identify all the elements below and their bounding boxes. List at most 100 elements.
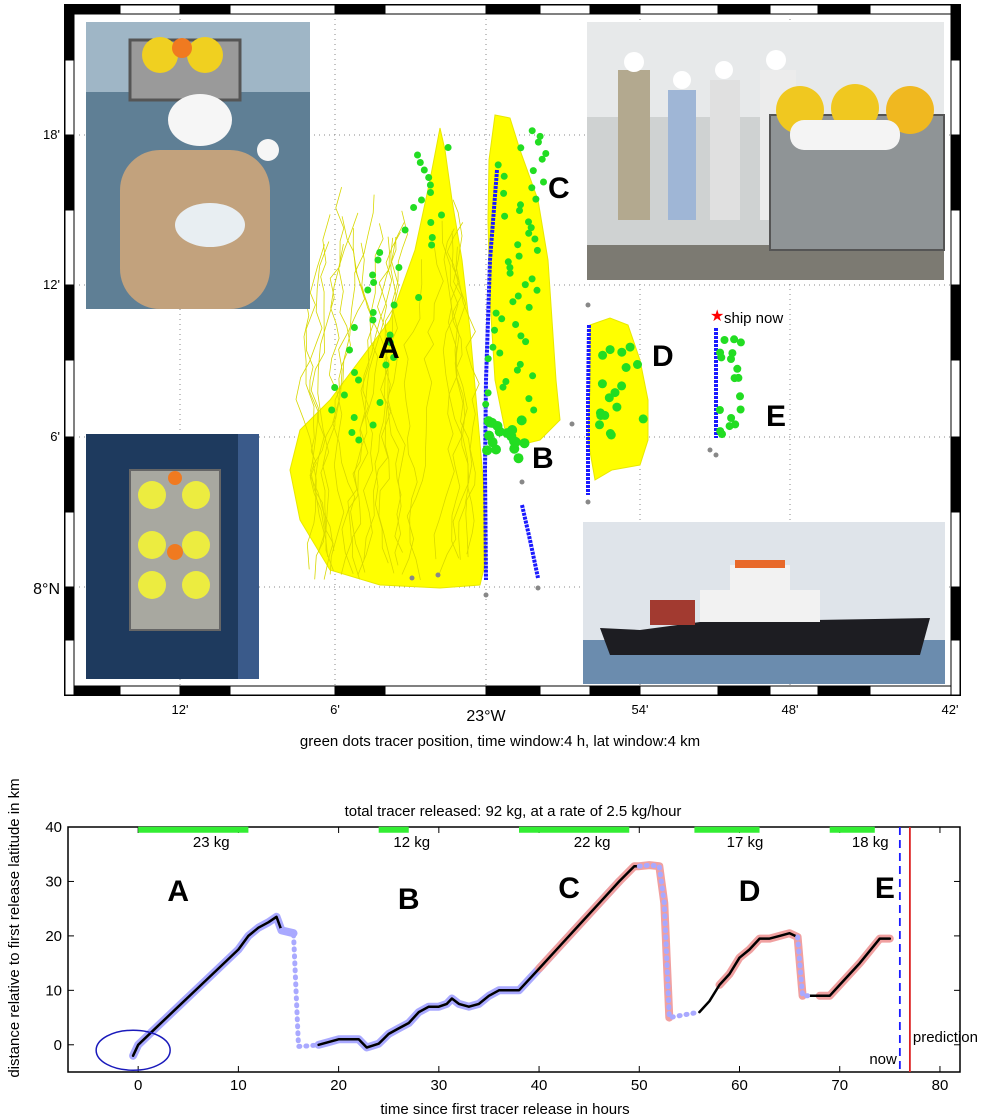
series-segment — [131, 915, 283, 1057]
tracer-dot — [542, 150, 550, 157]
tracer-dot — [376, 399, 384, 406]
tracer-dot — [504, 258, 512, 266]
trajectory-line — [332, 244, 366, 573]
map-border-tick — [119, 4, 181, 15]
map-border-tick — [64, 436, 75, 513]
tracer-dot — [425, 174, 433, 181]
map-border-tick — [539, 4, 591, 15]
tracer-dot — [369, 309, 377, 316]
tracer-dot — [525, 395, 533, 403]
ship-track — [586, 324, 591, 495]
tracer-dot — [492, 309, 500, 317]
prediction-label: prediction — [913, 1029, 978, 1046]
y-tick-label: 10 — [45, 982, 62, 999]
tracer-dot — [364, 286, 372, 294]
tracer-dot — [528, 127, 536, 135]
map-border-tick — [64, 209, 75, 286]
chart-x-axis-label: time since first tracer release in hours — [380, 1101, 629, 1118]
tracer-dot — [532, 195, 540, 203]
tracer-dot — [736, 338, 745, 347]
tracer-dot — [606, 430, 616, 440]
grey-point — [409, 575, 415, 581]
tracer-dot — [727, 355, 735, 363]
tracer-dot — [427, 189, 434, 196]
grey-points — [409, 302, 719, 598]
tracer-dot — [420, 166, 428, 174]
trajectory-line — [363, 210, 408, 561]
tracer-dot — [444, 144, 452, 151]
series-segment — [795, 934, 813, 999]
ship-marker-star-icon: ★ — [710, 308, 724, 325]
map-border-tick — [179, 685, 231, 696]
tracer-dot — [733, 364, 742, 373]
ship-tracks — [482, 169, 718, 581]
map-border-tick — [384, 685, 487, 696]
tracer-dot — [528, 184, 536, 192]
tracer-dot — [522, 338, 530, 346]
trajectory-line — [352, 228, 406, 553]
map-panel: ★ ship now A B C D E — [64, 4, 961, 696]
tracer-dot — [617, 347, 627, 357]
release-amount-label: 23 kg — [193, 834, 230, 851]
tracer-dot — [369, 271, 377, 279]
tracer-dot — [355, 436, 363, 444]
tracer-dot — [331, 384, 339, 391]
tracer-dot — [376, 249, 384, 256]
map-border-tick — [869, 685, 961, 696]
tracer-dot — [414, 151, 421, 159]
tracer-dot — [612, 402, 622, 412]
tracer-dot — [484, 389, 492, 397]
map-border-tick — [639, 685, 719, 696]
map-border-tick — [334, 685, 386, 696]
tracer-dot — [482, 400, 490, 408]
grey-point — [713, 452, 719, 458]
map-border-tick — [950, 511, 961, 588]
trajectory-line — [455, 246, 480, 558]
map-y-tick-label: 6' — [50, 429, 60, 444]
map-y-tick-labels: 18' 12' 6' 8°N — [33, 127, 60, 598]
x-tick-label: 70 — [831, 1077, 848, 1094]
crew-with-instrument-photo — [86, 22, 310, 309]
tracer-dot — [499, 383, 507, 391]
tracer-dot — [625, 342, 635, 352]
tracer-dot — [529, 167, 537, 175]
map-border-tick — [119, 685, 181, 696]
map-letter-b: B — [532, 442, 554, 475]
map-border-tick — [384, 4, 487, 15]
tracer-dot — [533, 246, 541, 254]
tracer-dot — [427, 219, 435, 226]
team-on-deck-photo — [587, 22, 945, 280]
chart-plot-area: 0 10 20 30 40 50 60 70 80 0 10 20 30 40 23 kg 12 kg 22 k… — [45, 819, 978, 1094]
y-tick-label: 40 — [45, 819, 62, 836]
map-border-tick — [769, 685, 819, 696]
map-border-tick — [950, 4, 961, 61]
map-border-tick — [869, 4, 961, 15]
map-x-tick-label: 48' — [782, 702, 799, 717]
tracer-dot — [390, 301, 398, 309]
tracer-dot — [355, 376, 362, 384]
tracer-dot — [410, 204, 418, 211]
map-letter-d: D — [652, 340, 674, 373]
tracer-dot — [597, 379, 607, 389]
ship-track — [520, 504, 540, 579]
release-amount-label: 12 kg — [393, 834, 430, 851]
tracer-dots — [328, 127, 745, 464]
chart-axes-box — [67, 826, 961, 1073]
tracer-dot — [500, 172, 508, 180]
x-tick-label: 30 — [430, 1077, 447, 1094]
map-border-tick — [950, 359, 961, 438]
ship-track — [482, 169, 499, 581]
tracer-dot — [438, 211, 445, 219]
x-tick-label: 10 — [230, 1077, 247, 1094]
tracer-dot — [428, 234, 436, 241]
tracer-dot — [492, 421, 503, 431]
tracer-buoy-in-water-photo — [86, 434, 259, 679]
series-segment — [279, 927, 322, 1049]
tracer-dot — [494, 161, 502, 169]
trajectory-line — [437, 228, 470, 578]
map-border-tick — [64, 511, 75, 588]
trajectory-line — [341, 232, 401, 574]
grey-point — [569, 421, 575, 427]
grey-point — [585, 302, 591, 308]
